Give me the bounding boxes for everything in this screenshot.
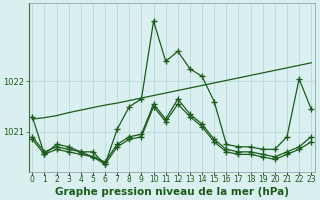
X-axis label: Graphe pression niveau de la mer (hPa): Graphe pression niveau de la mer (hPa)	[55, 187, 289, 197]
